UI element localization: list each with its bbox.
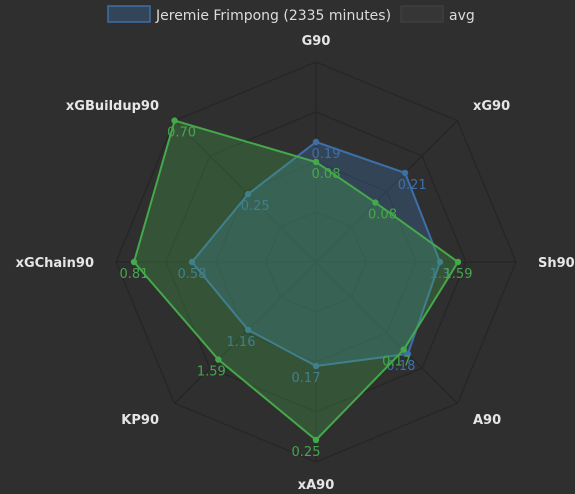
data-point[interactable] [171, 117, 178, 124]
data-label: 1.16 [227, 335, 256, 350]
data-point[interactable] [401, 169, 409, 177]
data-label: 0.25 [292, 445, 321, 460]
data-point[interactable] [400, 346, 407, 353]
data-label: 0.18 [386, 359, 415, 374]
axis-label-xgbuildup90: xGBuildup90 [66, 99, 159, 114]
data-label: 0.08 [312, 167, 341, 182]
series-layer: 0.190.211.30.180.171.160.580.250.080.081… [120, 117, 473, 460]
axis-label-xg90: xG90 [473, 99, 510, 114]
data-point[interactable] [312, 436, 320, 444]
data-point[interactable] [215, 356, 222, 363]
data-label: 0.58 [178, 267, 207, 282]
axis-label-sh90: Sh90 [538, 256, 575, 271]
data-label: 0.17 [382, 355, 411, 370]
data-point[interactable] [188, 258, 196, 266]
legend-swatch-series-0[interactable] [107, 5, 151, 23]
data-label: 0.21 [398, 178, 427, 193]
legend-label-series-0[interactable]: Jeremie Frimpong (2335 minutes) [155, 8, 391, 24]
axis-label-kp90: KP90 [121, 413, 159, 428]
data-label: 0.19 [312, 147, 341, 162]
data-point[interactable] [312, 362, 320, 370]
data-point[interactable] [404, 350, 412, 358]
axis-labels: G90 xG90 Sh90 A90 xA90 KP90 xGChain90 xGBuildup… [16, 34, 575, 493]
data-label: 0.08 [368, 208, 397, 223]
data-label: 1.3 [430, 267, 451, 282]
legend[interactable]: Jeremie Frimpong (2335 minutes) avg [107, 5, 475, 24]
grid-spoke [174, 120, 317, 263]
data-point[interactable] [244, 190, 252, 198]
legend-label-series-1[interactable]: avg [449, 8, 475, 24]
data-point[interactable] [436, 258, 444, 266]
data-point[interactable] [130, 258, 138, 266]
data-label: 1.59 [197, 365, 226, 380]
data-point[interactable] [454, 258, 462, 266]
data-point[interactable] [244, 326, 252, 334]
axis-label-g90: G90 [302, 34, 331, 49]
series-1: 0.08 0.08 1.59 0.17 0.25 1.59 0.81 0.70 [120, 117, 473, 460]
data-label: 0.70 [167, 126, 196, 141]
series-0: 0.190.211.30.180.171.160.580.25 [178, 138, 451, 386]
axis-label-a90: A90 [473, 413, 501, 428]
data-label: 0.25 [241, 199, 270, 214]
axis-label-xgchain90: xGChain90 [16, 256, 94, 271]
legend-swatch-series-1[interactable] [400, 5, 444, 23]
data-label: 0.17 [292, 371, 321, 386]
data-label: 0.81 [120, 267, 149, 282]
data-point[interactable] [312, 158, 320, 166]
data-point[interactable] [312, 138, 320, 146]
data-point[interactable] [372, 199, 379, 206]
data-label: 1.59 [444, 267, 473, 282]
grid-spoke [315, 120, 458, 263]
grid-spoke [174, 261, 317, 404]
grid-spoke [315, 261, 458, 404]
axis-label-xa90: xA90 [298, 478, 335, 493]
